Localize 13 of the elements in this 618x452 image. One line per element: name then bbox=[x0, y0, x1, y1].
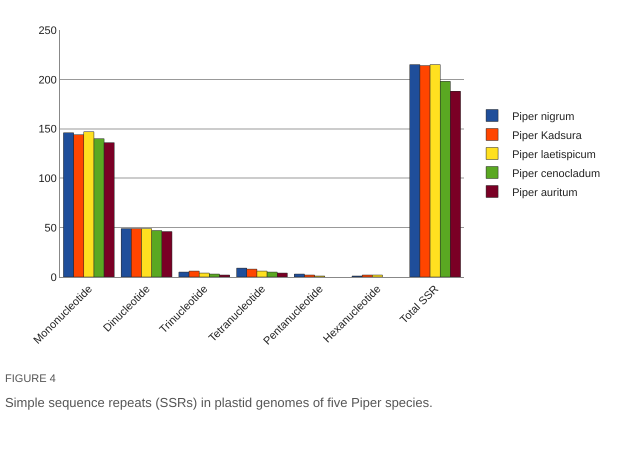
caption: FIGURE 4 bbox=[5, 373, 56, 385]
text: Simple sequence repeats (SSRs) in plastid genomes of five Piper species. bbox=[5, 395, 433, 410]
y-tick-label: 150 bbox=[38, 124, 57, 136]
y-tick-label: 0 bbox=[50, 272, 57, 284]
y-tick-label: 250 bbox=[38, 24, 57, 37]
legend-label: Piper auritum bbox=[512, 186, 578, 199]
y-tick-label: 50 bbox=[44, 222, 57, 234]
legend-label: Piper Kadsura bbox=[512, 130, 583, 142]
legend-label: Piper cenocladum bbox=[512, 168, 600, 180]
y-tick-label: 200 bbox=[38, 74, 57, 86]
y-tick-label: 100 bbox=[38, 173, 57, 186]
legend-label: Piper laetispicum bbox=[512, 148, 596, 161]
legend-label: Piper nigrum bbox=[512, 110, 574, 123]
